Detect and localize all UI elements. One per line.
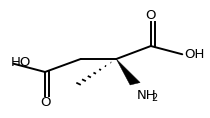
Text: NH: NH — [136, 89, 156, 102]
Text: O: O — [146, 9, 156, 22]
Polygon shape — [116, 59, 140, 85]
Text: OH: OH — [184, 48, 204, 61]
Text: HO: HO — [11, 56, 31, 69]
Text: 2: 2 — [152, 93, 158, 103]
Text: O: O — [40, 96, 50, 109]
